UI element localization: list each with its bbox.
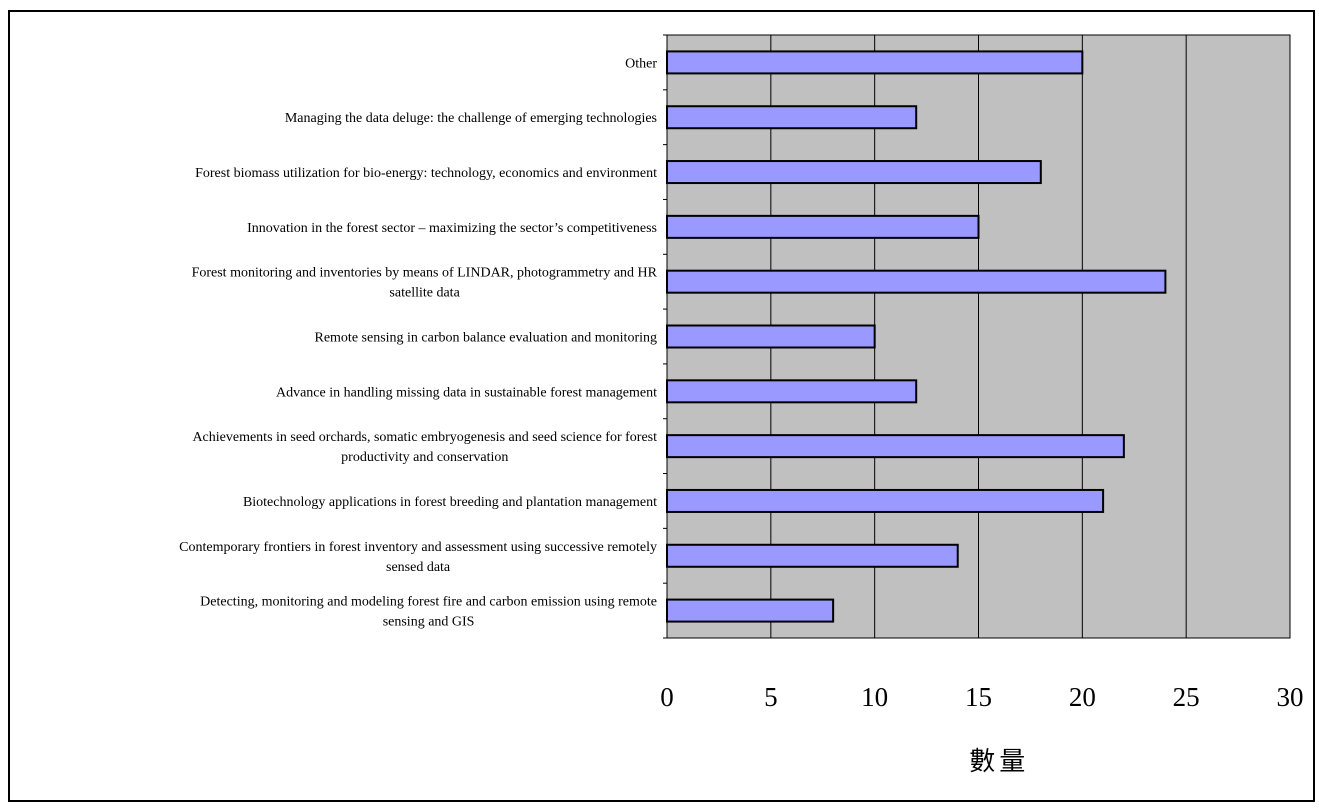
bar-2 xyxy=(666,160,1042,185)
category-label-4-line-1: satellite data xyxy=(389,286,460,301)
bar-10 xyxy=(666,598,835,623)
bar-4 xyxy=(666,269,1167,294)
x-tick-label-2: 10 xyxy=(861,682,888,712)
bar-5 xyxy=(666,324,876,349)
category-label-0: Other xyxy=(625,56,657,71)
category-label-7-line-0: Achievements in seed orchards, somatic e… xyxy=(192,430,657,445)
x-axis-title: 數量 xyxy=(969,747,1029,777)
category-label-8: Biotechnology applications in forest bre… xyxy=(243,495,657,510)
category-label-7-line-1: productivity and conservation xyxy=(341,450,508,465)
x-tick-label-4: 20 xyxy=(1069,682,1096,712)
bar-0 xyxy=(666,50,1084,75)
category-label-9-line-0: Contemporary frontiers in forest invento… xyxy=(179,540,657,555)
x-tick-label-3: 15 xyxy=(965,682,992,712)
bar-6 xyxy=(666,379,918,404)
category-label-1: Managing the data deluge: the challenge … xyxy=(285,111,657,126)
x-tick-label-5: 25 xyxy=(1173,682,1200,712)
x-tick-label-6: 30 xyxy=(1277,682,1304,712)
category-label-4-line-0: Forest monitoring and inventories by mea… xyxy=(192,266,658,281)
bar-9 xyxy=(666,543,959,568)
bar-8 xyxy=(666,488,1105,513)
x-tick-label-0: 0 xyxy=(660,682,674,712)
category-label-10-line-0: Detecting, monitoring and modeling fores… xyxy=(200,595,657,610)
category-label-2: Forest biomass utilization for bio-energ… xyxy=(195,166,657,181)
category-label-3: Innovation in the forest sector – maximi… xyxy=(247,221,657,236)
category-label-6: Advance in handling missing data in sust… xyxy=(276,385,657,400)
category-label-10-line-1: sensing and GIS xyxy=(383,615,475,630)
category-label-9-line-1: sensed data xyxy=(386,560,451,575)
bar-1 xyxy=(666,105,918,130)
x-tick-label-1: 5 xyxy=(764,682,778,712)
bar-3 xyxy=(666,214,980,239)
category-label-5: Remote sensing in carbon balance evaluat… xyxy=(314,331,657,346)
bar-7 xyxy=(666,434,1125,459)
